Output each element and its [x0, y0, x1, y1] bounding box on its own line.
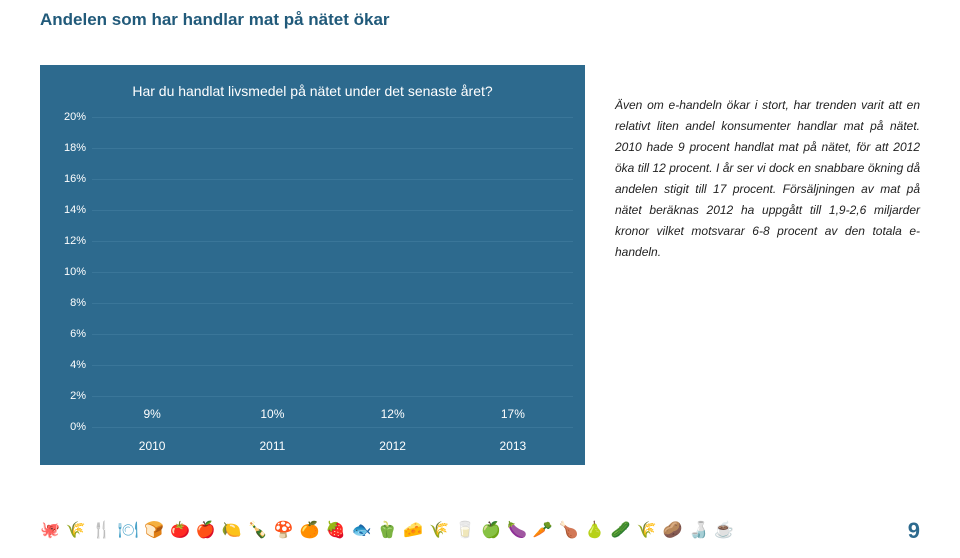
food-icon: 🍏: [481, 520, 501, 540]
food-icon: 🍶: [688, 520, 708, 540]
x-axis-label: 2012: [345, 439, 441, 453]
y-axis-label: 6%: [48, 328, 86, 340]
food-icon: 🍓: [326, 520, 346, 540]
gridline: [92, 210, 573, 211]
y-axis-label: 12%: [48, 235, 86, 247]
food-icon: 🍽: [118, 520, 138, 540]
footer-icon-row: 🐙 🌾 🍴 🍽 🍞 🍅 🍎 🍋 🍾 🍄 🍊 🍓🐟 🫑 🧀 🌾 🥛 🍏 🍆 🥕 🍗 🍐 🥒 🌾 🥔🍶 ☕: [40, 520, 734, 540]
food-icon: 🍗: [559, 520, 579, 540]
y-axis-label: 14%: [48, 204, 86, 216]
food-icon: 🍋: [222, 520, 242, 540]
y-axis-label: 16%: [48, 173, 86, 185]
food-icon: 🍞: [144, 520, 164, 540]
food-icon: 🥛: [455, 520, 475, 540]
x-axis-label: 2011: [224, 439, 320, 453]
food-icon: 🍊: [300, 520, 320, 540]
food-icon: 🧀: [403, 520, 423, 540]
food-icon: 🫑: [377, 520, 397, 540]
page-title: Andelen som har handlar mat på nätet öka…: [40, 10, 390, 30]
chart-panel: Har du handlat livsmedel på nätet under …: [40, 65, 585, 465]
content-row: Har du handlat livsmedel på nätet under …: [40, 65, 920, 465]
gridline: [92, 272, 573, 273]
food-icon: 🍴: [92, 520, 112, 540]
gridline: [92, 241, 573, 242]
food-icon: 🍆: [507, 520, 527, 540]
y-axis-label: 20%: [48, 111, 86, 123]
y-axis-label: 18%: [48, 142, 86, 154]
food-icon: 🍅: [170, 520, 190, 540]
food-icon: 🐙: [40, 520, 60, 540]
food-icon: 🍄: [274, 520, 294, 540]
body-text: Även om e-handeln ökar i stort, har tren…: [615, 65, 920, 465]
food-icon: 🍎: [196, 520, 216, 540]
food-icon: 🌾: [66, 520, 86, 540]
food-icon: ☕: [714, 520, 734, 540]
bar-value-label: 9%: [104, 407, 200, 421]
gridline: [92, 148, 573, 149]
food-icon: 🍾: [248, 520, 268, 540]
gridline: [92, 303, 573, 304]
y-axis-label: 10%: [48, 266, 86, 278]
gridline: [92, 334, 573, 335]
food-icon: 🌾: [637, 520, 657, 540]
food-icon: 🥒: [611, 520, 631, 540]
y-axis-label: 0%: [48, 421, 86, 433]
food-icon: 🍐: [585, 520, 605, 540]
gridline: [92, 396, 573, 397]
x-axis-label: 2010: [104, 439, 200, 453]
gridline: [92, 427, 573, 428]
y-axis-label: 8%: [48, 297, 86, 309]
chart-plot-area: 9%201010%201112%201217%2013 0%2%4%6%8%10…: [92, 117, 573, 427]
bar-value-label: 12%: [345, 407, 441, 421]
gridline: [92, 365, 573, 366]
bar-value-label: 10%: [224, 407, 320, 421]
footer: 🐙 🌾 🍴 🍽 🍞 🍅 🍎 🍋 🍾 🍄 🍊 🍓🐟 🫑 🧀 🌾 🥛 🍏 🍆 🥕 🍗 🍐 🥒 🌾 🥔🍶 ☕ 9: [40, 516, 920, 544]
food-icon: 🥕: [533, 520, 553, 540]
gridline: [92, 179, 573, 180]
bar-value-label: 17%: [465, 407, 561, 421]
food-icon: 🥔: [663, 520, 683, 540]
x-axis-label: 2013: [465, 439, 561, 453]
y-axis-label: 2%: [48, 390, 86, 402]
chart-question: Har du handlat livsmedel på nätet under …: [40, 83, 585, 99]
food-icon: 🐟: [351, 520, 371, 540]
page-number: 9: [908, 518, 920, 544]
y-axis-label: 4%: [48, 359, 86, 371]
food-icon: 🌾: [429, 520, 449, 540]
gridline: [92, 117, 573, 118]
